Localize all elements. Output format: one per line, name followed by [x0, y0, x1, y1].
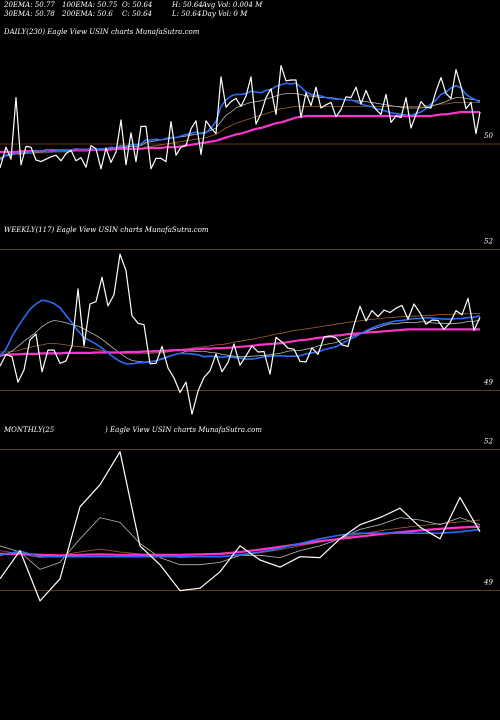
panel-1: 52 49 [0, 237, 500, 415]
ema-30-line [0, 517, 481, 570]
ema-200-line [0, 328, 480, 356]
stat-200ema: 200EMA: 50.6 [62, 10, 113, 18]
stat-30ema: 30EMA: 50.78 [4, 10, 55, 18]
stat-open: O: 50.64 [122, 1, 153, 9]
y-tick-label: 50 [484, 132, 493, 140]
y-tick-label: 52 [484, 237, 493, 245]
price-line [0, 253, 481, 415]
y-tick-label: 49 [483, 379, 493, 387]
stat-low: L: 50.64 [172, 10, 202, 18]
panel-0: 50 [0, 64, 500, 170]
monthly-panel-label-right: ) Eagle View USIN charts MunafaSutra.com [105, 426, 263, 434]
ema-200-line [0, 525, 481, 557]
stat-day-vol: Day Vol: 0 M [202, 10, 248, 18]
panel-2: 52 49 [0, 437, 500, 602]
y-tick-label: 52 [484, 437, 493, 445]
ema-100-line [0, 102, 480, 158]
ema-200-line [0, 110, 480, 154]
stat-20ema: 20EMA: 50.77 [4, 1, 55, 9]
ema-20-line [0, 299, 481, 365]
daily-panel-label: DAILY(230) Eagle View USIN charts Munafa… [4, 28, 200, 36]
price-line [0, 451, 481, 602]
ema-30-line [0, 319, 481, 363]
ema-20-line [0, 528, 481, 558]
stat-close: C: 50.64 [122, 10, 152, 18]
stat-100ema: 100EMA: 50.75 [62, 1, 118, 9]
y-tick-label: 49 [483, 579, 493, 587]
weekly-panel-label: WEEKLY(117) Eagle View USIN charts Munaf… [4, 226, 209, 234]
stat-avg-vol: Avg Vol: 0.004 M [202, 1, 263, 9]
stat-high: H: 50.64 [172, 1, 203, 9]
ema-30-line [0, 93, 481, 159]
price-line [0, 64, 481, 170]
monthly-panel-label: MONTHLY(25 [4, 426, 55, 434]
ema-20-line [0, 82, 481, 161]
ema-100-line [0, 312, 480, 355]
